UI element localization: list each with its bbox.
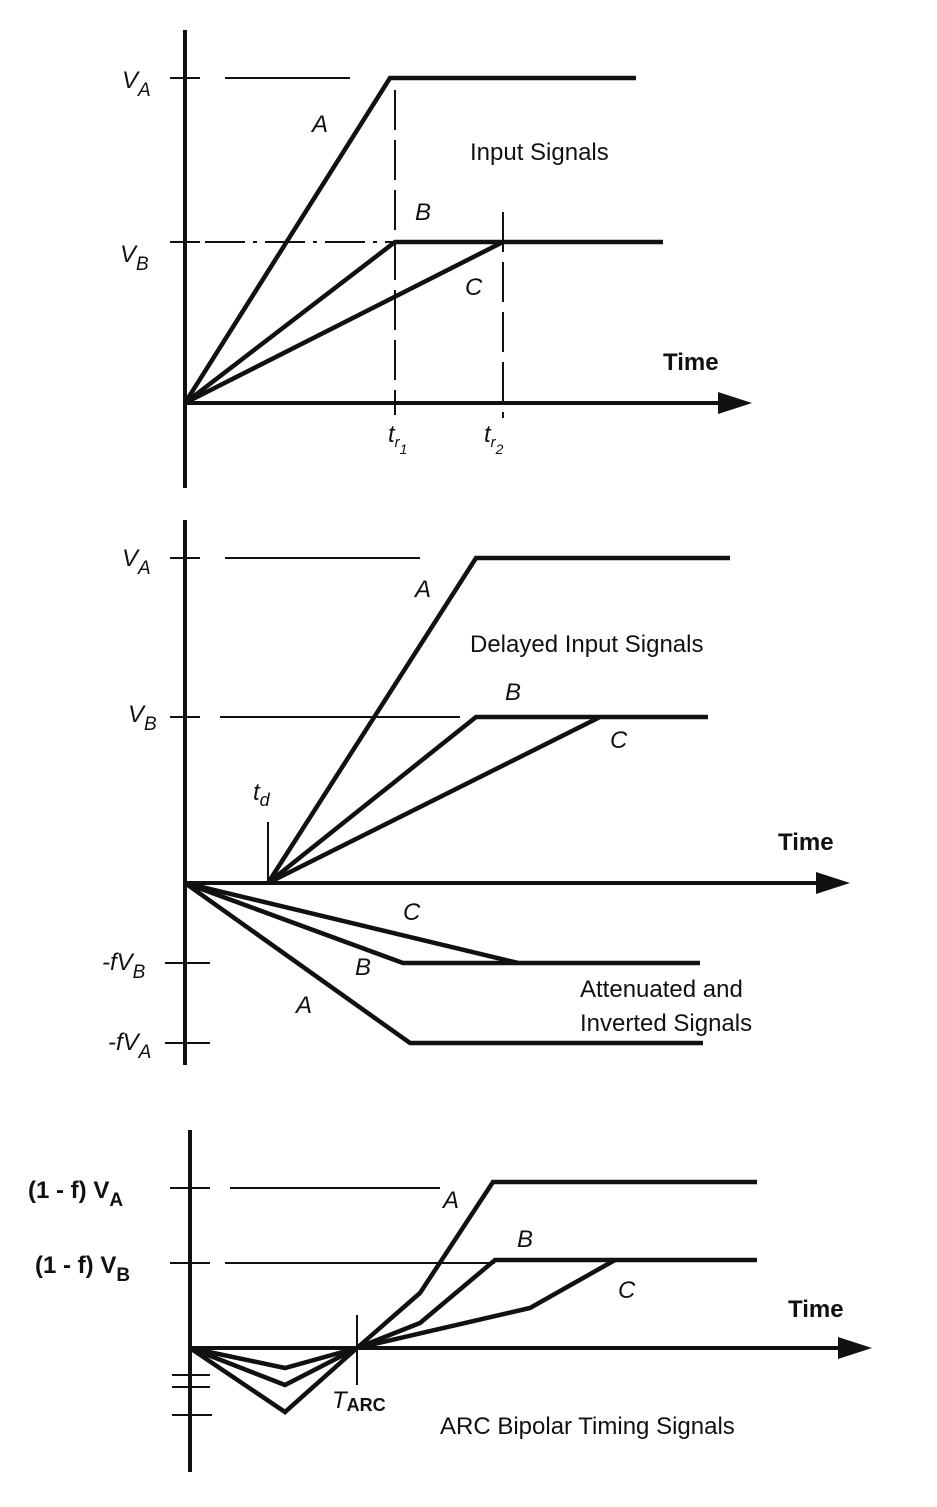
label-part: r <box>395 434 401 451</box>
level-label: (1 - f) VA <box>28 1177 123 1211</box>
axis-label: Time <box>663 349 719 376</box>
signal-b <box>183 239 663 405</box>
panel-subtitle: Inverted Signals <box>580 1010 752 1037</box>
signal-a <box>188 1179 757 1415</box>
label-part: B <box>133 962 146 983</box>
level-label: VB <box>128 701 157 735</box>
label-part: t <box>253 779 261 806</box>
label-part: 1 <box>400 441 408 457</box>
label-part: A <box>109 1190 123 1211</box>
label-part: t <box>388 421 396 448</box>
arrow <box>838 1337 872 1359</box>
label-part: -fV <box>102 949 135 976</box>
label-part: V <box>122 67 140 94</box>
label-part: V <box>120 241 138 268</box>
arrow <box>816 872 850 894</box>
label-part: V <box>128 701 146 728</box>
axis-label: Time <box>788 1296 844 1323</box>
label-part: (1 - f) V <box>28 1177 109 1204</box>
label-part: (1 - f) V <box>35 1252 116 1279</box>
level-label: VA <box>122 545 151 579</box>
arrow <box>718 392 752 414</box>
label-part: T <box>332 1387 349 1414</box>
label-part: -fV <box>108 1029 141 1056</box>
level-label: VB <box>120 241 149 275</box>
signal-b <box>266 714 708 885</box>
time-label: td <box>253 779 271 810</box>
level-label: VA <box>122 67 151 101</box>
axis-label: Time <box>778 829 834 856</box>
panel-delayed: VA VB -fVB -fVA A B C C B A Delayed Inpu… <box>102 520 850 1065</box>
signal-c <box>266 714 602 886</box>
label-part: V <box>122 545 140 572</box>
signal-a <box>266 555 730 885</box>
curve-label: A <box>294 992 312 1019</box>
label-part: t <box>484 421 492 448</box>
curve-label: B <box>517 1226 533 1253</box>
curve-label: A <box>413 576 431 603</box>
panel-subtitle: Attenuated and <box>580 976 743 1003</box>
curve-label: A <box>441 1187 459 1214</box>
label-part: r <box>491 434 497 451</box>
panel-title: Delayed Input Signals <box>470 631 703 658</box>
time-label: TARC <box>332 1387 386 1415</box>
label-part: B <box>116 1265 130 1286</box>
signal-c-inv <box>184 880 519 966</box>
label-part: ARC <box>347 1395 386 1415</box>
panel-input: VA VB A B C Input Signals Time tr1 tr2 <box>120 30 752 488</box>
label-part: A <box>138 1042 152 1063</box>
label-part: B <box>136 254 149 275</box>
curve-label: B <box>505 679 521 706</box>
signal-b <box>189 1257 757 1388</box>
label-part: 2 <box>495 441 504 457</box>
time-label: tr1 <box>388 421 407 457</box>
panel-arc: (1 - f) VA (1 - f) VB A B C ARC Bipolar … <box>28 1130 872 1472</box>
panel-title: ARC Bipolar Timing Signals <box>440 1413 735 1440</box>
level-label: (1 - f) VB <box>35 1252 130 1286</box>
curve-label: C <box>403 899 421 926</box>
curve-label: B <box>355 954 371 981</box>
curve-label: B <box>415 199 431 226</box>
label-part: d <box>260 790 271 810</box>
label-part: B <box>144 714 157 735</box>
signal-a <box>183 75 636 405</box>
curve-label: C <box>465 274 483 301</box>
signal-a-inv <box>183 881 703 1046</box>
label-part: A <box>137 80 151 101</box>
signal-c <box>183 239 505 406</box>
curve-label: C <box>618 1277 636 1304</box>
signal-c <box>189 1258 617 1371</box>
label-part: A <box>137 558 151 579</box>
signal-b-inv <box>184 880 700 966</box>
curve-label: C <box>610 727 628 754</box>
curve-label: A <box>310 111 328 138</box>
panel-title: Input Signals <box>470 139 609 166</box>
time-label: tr2 <box>484 421 504 457</box>
level-label: -fVA <box>108 1029 151 1063</box>
level-label: -fVB <box>102 949 146 983</box>
